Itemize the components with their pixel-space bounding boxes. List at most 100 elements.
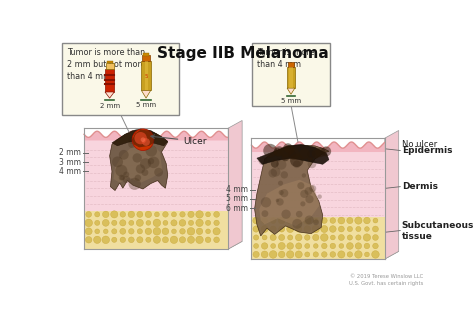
- Circle shape: [172, 229, 176, 234]
- Circle shape: [338, 235, 345, 241]
- Circle shape: [373, 226, 378, 232]
- Circle shape: [363, 234, 371, 241]
- Polygon shape: [251, 142, 385, 152]
- Circle shape: [85, 228, 92, 235]
- Circle shape: [120, 176, 125, 181]
- Circle shape: [313, 252, 319, 257]
- Polygon shape: [228, 120, 242, 249]
- Polygon shape: [84, 131, 228, 141]
- Circle shape: [196, 219, 203, 227]
- Circle shape: [112, 237, 117, 243]
- Circle shape: [95, 212, 100, 217]
- Text: 2 mm: 2 mm: [59, 148, 81, 157]
- Circle shape: [148, 156, 159, 168]
- Circle shape: [295, 234, 302, 241]
- Circle shape: [128, 137, 135, 144]
- Circle shape: [179, 219, 186, 226]
- Circle shape: [133, 153, 142, 163]
- Circle shape: [330, 251, 336, 257]
- Circle shape: [305, 195, 314, 203]
- Circle shape: [135, 132, 147, 144]
- Circle shape: [262, 235, 267, 240]
- Bar: [142, 55, 150, 61]
- Text: 5 mm: 5 mm: [281, 98, 301, 104]
- Circle shape: [320, 234, 328, 241]
- Circle shape: [365, 252, 369, 257]
- Circle shape: [355, 251, 362, 258]
- Circle shape: [120, 212, 126, 217]
- Polygon shape: [105, 92, 114, 98]
- Circle shape: [312, 149, 321, 158]
- Circle shape: [147, 132, 157, 142]
- Circle shape: [93, 236, 101, 244]
- Circle shape: [112, 229, 117, 234]
- Text: 6 mm: 6 mm: [227, 204, 248, 213]
- Circle shape: [373, 243, 378, 249]
- Circle shape: [321, 225, 328, 233]
- Circle shape: [261, 226, 268, 232]
- Circle shape: [282, 210, 291, 219]
- Circle shape: [132, 129, 154, 150]
- Text: Ulcer: Ulcer: [151, 135, 207, 146]
- Circle shape: [128, 229, 134, 234]
- Circle shape: [279, 226, 285, 232]
- Circle shape: [270, 226, 276, 232]
- Polygon shape: [109, 130, 168, 190]
- Circle shape: [120, 228, 126, 234]
- Circle shape: [290, 154, 303, 167]
- Circle shape: [145, 211, 152, 217]
- Circle shape: [102, 211, 109, 217]
- Circle shape: [146, 220, 151, 225]
- Circle shape: [111, 220, 117, 225]
- Circle shape: [253, 226, 259, 232]
- Circle shape: [128, 237, 134, 243]
- Text: Tumor is more
than 4 mm: Tumor is more than 4 mm: [257, 48, 314, 69]
- Polygon shape: [385, 130, 399, 259]
- Circle shape: [321, 252, 327, 257]
- Circle shape: [373, 218, 378, 223]
- Circle shape: [270, 218, 276, 223]
- Circle shape: [206, 212, 210, 217]
- Circle shape: [270, 234, 276, 241]
- Polygon shape: [112, 129, 168, 146]
- Circle shape: [146, 237, 151, 242]
- Circle shape: [339, 244, 344, 248]
- Circle shape: [313, 218, 318, 223]
- Circle shape: [283, 143, 292, 152]
- Circle shape: [304, 226, 310, 232]
- Circle shape: [153, 236, 161, 243]
- Circle shape: [347, 252, 353, 257]
- Circle shape: [293, 160, 301, 168]
- Circle shape: [313, 234, 319, 241]
- Circle shape: [155, 212, 159, 217]
- Circle shape: [206, 229, 210, 234]
- Polygon shape: [132, 130, 154, 148]
- Circle shape: [364, 217, 370, 224]
- FancyBboxPatch shape: [63, 43, 179, 115]
- Circle shape: [321, 147, 331, 156]
- Circle shape: [338, 226, 344, 232]
- Circle shape: [301, 173, 306, 178]
- Circle shape: [321, 243, 327, 249]
- Circle shape: [214, 220, 219, 226]
- Polygon shape: [287, 88, 295, 94]
- Circle shape: [271, 160, 279, 168]
- Circle shape: [137, 219, 144, 226]
- Circle shape: [295, 251, 302, 258]
- Circle shape: [261, 251, 268, 258]
- Circle shape: [128, 140, 136, 148]
- Circle shape: [313, 244, 318, 248]
- Text: No ulcer: No ulcer: [402, 140, 437, 149]
- Circle shape: [146, 145, 157, 157]
- Circle shape: [262, 210, 268, 217]
- Circle shape: [307, 150, 316, 158]
- Polygon shape: [255, 145, 329, 236]
- Circle shape: [128, 178, 141, 190]
- Circle shape: [162, 228, 169, 235]
- Circle shape: [118, 175, 125, 181]
- Circle shape: [188, 220, 193, 225]
- Text: 4 mm: 4 mm: [227, 185, 248, 194]
- Circle shape: [141, 169, 148, 176]
- Circle shape: [276, 158, 280, 162]
- Polygon shape: [251, 251, 399, 259]
